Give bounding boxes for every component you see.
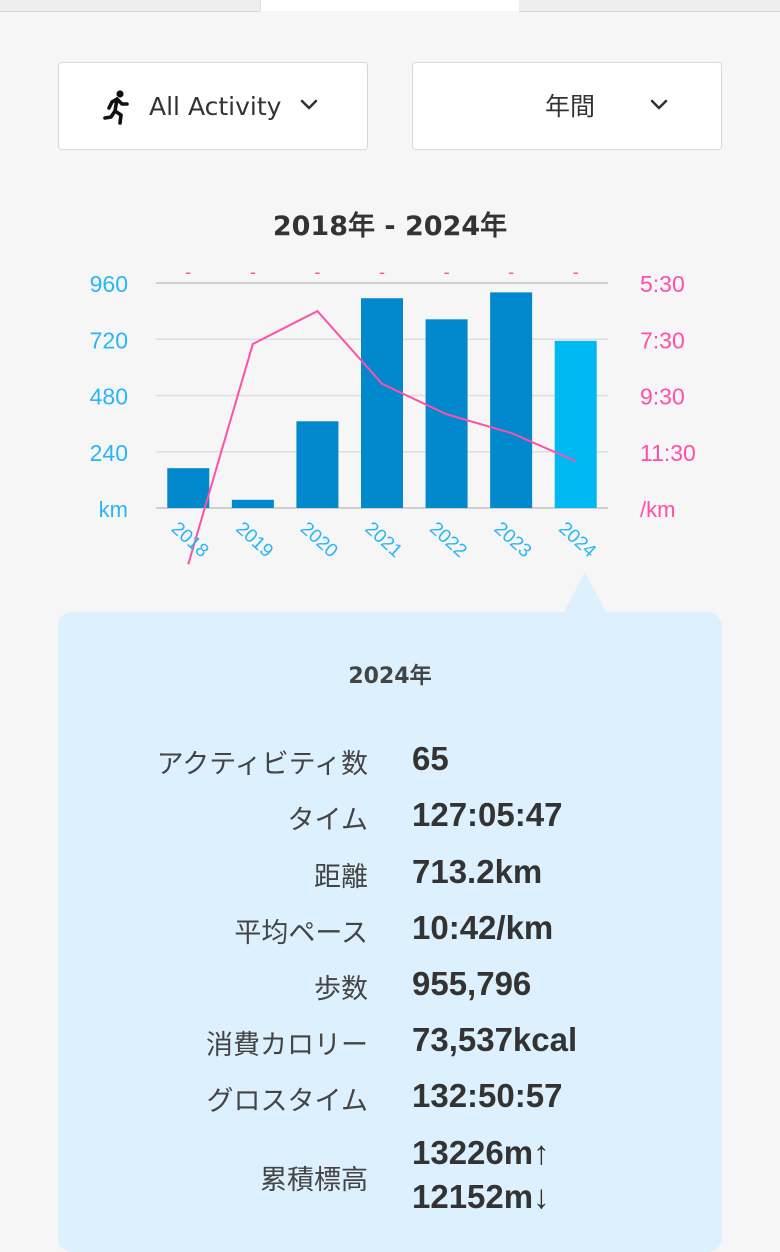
y-right-tick: 9:30 xyxy=(640,384,685,410)
bar-2020 xyxy=(296,421,338,508)
chevron-down-icon xyxy=(297,93,321,117)
yearly-distance-chart: 960 720 480 240 km 5:30 7:30 9:30 11:30/km - - - - - -… xyxy=(0,250,780,580)
bar-2024 xyxy=(555,341,597,508)
stat-value-elevation-up: 13226m↑ xyxy=(412,1134,550,1172)
activity-filter-dropdown[interactable]: All Activity xyxy=(58,62,368,150)
y-right-tick: 5:30 xyxy=(640,271,685,297)
period-filter-label: 年間 xyxy=(545,91,595,123)
bar-2021 xyxy=(361,298,403,508)
stat-value-calories: 73,537kcal xyxy=(412,1021,577,1059)
stat-value-time: 127:05:47 xyxy=(412,796,562,834)
x-tick-label: 2018 xyxy=(167,518,212,562)
top-tab-bar xyxy=(0,0,780,12)
y-right-unit: /km xyxy=(640,497,675,522)
tab-left[interactable] xyxy=(0,0,260,12)
x-tick-label: 2022 xyxy=(425,518,470,562)
top-marker: - xyxy=(379,262,385,282)
stat-label-distance: 距離 xyxy=(314,855,368,894)
stat-label-steps: 歩数 xyxy=(314,967,368,1006)
stat-value-elevation-down: 12152m↓ xyxy=(412,1178,550,1216)
top-marker: - xyxy=(250,262,256,282)
y-right-tick: 7:30 xyxy=(640,327,685,353)
bar-2023 xyxy=(490,292,532,508)
y-right-tick: 11:30 xyxy=(640,440,696,466)
stat-label-calories: 消費カロリー xyxy=(206,1023,368,1062)
stat-label-avg-pace: 平均ペース xyxy=(234,911,368,950)
tab-active[interactable] xyxy=(260,0,520,11)
activity-filter-label: All Activity xyxy=(149,91,281,123)
stat-value-gross-time: 132:50:57 xyxy=(412,1077,562,1115)
stat-label-time: タイム xyxy=(288,798,368,837)
summary-title: 2024年 xyxy=(58,658,722,690)
period-filter-dropdown[interactable]: 年間 xyxy=(412,62,722,150)
x-tick-label: 2023 xyxy=(490,518,535,562)
stat-value-activities: 65 xyxy=(412,740,449,778)
tab-right[interactable] xyxy=(519,0,780,12)
x-tick-label: 2021 xyxy=(361,518,406,562)
y-left-tick: 960 xyxy=(90,271,128,297)
y-left-unit: km xyxy=(99,497,128,522)
year-summary-panel: 2024年 アクティビティ数 65 タイム 127:05:47 距離 713.2… xyxy=(58,612,722,1252)
top-marker: - xyxy=(573,262,579,282)
y-left-tick: 240 xyxy=(90,440,128,466)
x-tick-label: 2020 xyxy=(296,518,341,562)
stat-label-activities: アクティビティ数 xyxy=(157,742,368,781)
top-marker: - xyxy=(508,262,514,282)
bar-2018 xyxy=(167,468,209,508)
chart-title: 2018年 - 2024年 xyxy=(0,204,780,243)
top-marker: - xyxy=(314,262,320,282)
stat-value-steps: 955,796 xyxy=(412,965,531,1003)
y-left-tick: 480 xyxy=(90,384,128,410)
x-tick-label: 2024 xyxy=(554,518,600,562)
stat-value-avg-pace: 10:42/km xyxy=(412,909,553,947)
stat-label-gross-time: グロスタイム xyxy=(207,1079,368,1118)
runner-icon xyxy=(103,89,131,125)
top-marker: - xyxy=(444,262,450,282)
stat-value-distance: 713.2km xyxy=(412,853,542,891)
x-tick-label: 2019 xyxy=(232,518,277,562)
panel-pointer xyxy=(563,572,607,614)
chevron-down-icon xyxy=(647,93,671,117)
y-left-tick: 720 xyxy=(90,327,128,353)
top-marker: - xyxy=(185,262,191,282)
stat-label-elevation: 累積標高 xyxy=(260,1158,368,1197)
bar-2019 xyxy=(232,500,274,508)
